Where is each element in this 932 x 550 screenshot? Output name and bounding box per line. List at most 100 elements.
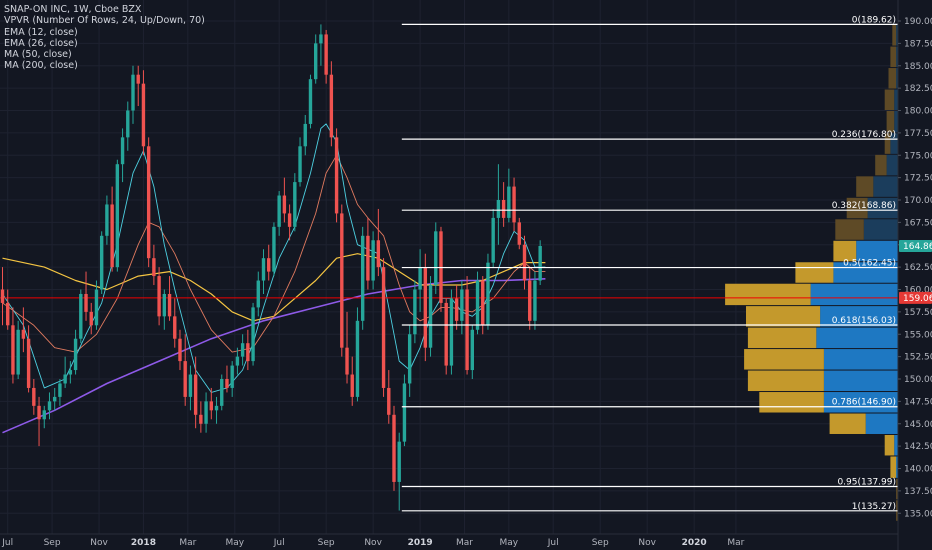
candle-body[interactable] bbox=[235, 356, 240, 366]
candle-body[interactable] bbox=[470, 329, 474, 371]
candle-body[interactable] bbox=[214, 405, 219, 411]
candle-body[interactable] bbox=[240, 343, 245, 357]
candle-body[interactable] bbox=[115, 164, 120, 268]
candle-body[interactable] bbox=[345, 347, 349, 375]
candle-body[interactable] bbox=[131, 74, 135, 111]
candle-body[interactable] bbox=[84, 293, 88, 312]
candle-body[interactable] bbox=[120, 137, 125, 165]
candle-body[interactable] bbox=[199, 414, 203, 424]
candle-body[interactable] bbox=[73, 338, 78, 371]
candle-body[interactable] bbox=[126, 110, 130, 138]
candle-body[interactable] bbox=[418, 267, 422, 290]
candle-body[interactable] bbox=[272, 226, 276, 272]
candle-body[interactable] bbox=[282, 195, 287, 214]
candle-body[interactable] bbox=[6, 302, 10, 326]
candle-body[interactable] bbox=[522, 244, 527, 281]
candle-body[interactable] bbox=[392, 414, 396, 482]
candle-body[interactable] bbox=[303, 123, 307, 147]
candle-body[interactable] bbox=[360, 235, 365, 321]
legend-ma50[interactable]: MA (50, close) bbox=[4, 49, 72, 61]
candle-body[interactable] bbox=[340, 213, 344, 348]
candle-body[interactable] bbox=[21, 329, 26, 339]
candle-body[interactable] bbox=[89, 311, 93, 326]
candle-body[interactable] bbox=[136, 74, 140, 84]
candle-body[interactable] bbox=[99, 235, 104, 290]
candle-body[interactable] bbox=[496, 200, 501, 218]
candle-body[interactable] bbox=[94, 289, 99, 326]
candle-body[interactable] bbox=[371, 240, 375, 281]
candle-body[interactable] bbox=[481, 280, 485, 326]
candle-body[interactable] bbox=[178, 338, 182, 362]
candle-body[interactable] bbox=[465, 289, 469, 371]
candle-body[interactable] bbox=[319, 34, 323, 44]
candle-body[interactable] bbox=[267, 258, 271, 272]
candle-body[interactable] bbox=[173, 316, 177, 339]
candle-body[interactable] bbox=[449, 298, 454, 366]
candle-body[interactable] bbox=[512, 186, 516, 223]
candle-body[interactable] bbox=[16, 329, 20, 375]
candle-body[interactable] bbox=[298, 146, 302, 183]
candle-body[interactable] bbox=[47, 401, 52, 411]
candle-body[interactable] bbox=[507, 186, 511, 218]
candle-body[interactable] bbox=[162, 293, 167, 317]
candle-body[interactable] bbox=[381, 267, 386, 388]
candle-body[interactable] bbox=[533, 280, 537, 321]
candle-body[interactable] bbox=[183, 361, 187, 397]
candle-body[interactable] bbox=[152, 258, 156, 277]
candle-body[interactable] bbox=[397, 441, 401, 482]
candle-body[interactable] bbox=[188, 374, 193, 397]
candle-body[interactable] bbox=[434, 231, 438, 286]
candle-body[interactable] bbox=[314, 43, 318, 80]
candle-body[interactable] bbox=[350, 374, 354, 397]
candle-body[interactable] bbox=[110, 204, 114, 268]
candle-body[interactable] bbox=[146, 146, 151, 259]
candle-body[interactable] bbox=[355, 320, 360, 397]
candle-body[interactable] bbox=[428, 285, 433, 348]
candle-body[interactable] bbox=[204, 401, 208, 424]
candle-body[interactable] bbox=[475, 280, 480, 330]
candle-body[interactable] bbox=[538, 246, 542, 281]
candle-body[interactable] bbox=[251, 307, 255, 362]
candle-body[interactable] bbox=[157, 276, 161, 317]
candle-body[interactable] bbox=[26, 338, 31, 388]
legend-ema26[interactable]: EMA (26, close) bbox=[4, 37, 78, 49]
candle-body[interactable] bbox=[167, 293, 172, 317]
candle-body[interactable] bbox=[293, 182, 297, 227]
legend-symbol[interactable]: SNAP-ON INC, 1W, Cboe BZX bbox=[4, 4, 142, 15]
candle-body[interactable] bbox=[366, 235, 370, 281]
legend-ma200[interactable]: MA (200, close) bbox=[4, 60, 78, 72]
candle-body[interactable] bbox=[444, 302, 448, 366]
candle-body[interactable] bbox=[387, 387, 391, 415]
candle-body[interactable] bbox=[193, 374, 198, 415]
candle-body[interactable] bbox=[209, 401, 213, 411]
candle-body[interactable] bbox=[37, 405, 41, 420]
candle-body[interactable] bbox=[460, 289, 464, 321]
candle-body[interactable] bbox=[53, 396, 57, 402]
candle-body[interactable] bbox=[491, 217, 495, 263]
candle-body[interactable] bbox=[11, 325, 15, 375]
candle-body[interactable] bbox=[0, 289, 5, 303]
candle-body[interactable] bbox=[32, 387, 36, 406]
candle-body[interactable] bbox=[423, 267, 428, 348]
candle-body[interactable] bbox=[287, 213, 292, 227]
candle-body[interactable] bbox=[501, 200, 506, 218]
candle-body[interactable] bbox=[220, 379, 224, 406]
candle-body[interactable] bbox=[225, 379, 229, 388]
candle-body[interactable] bbox=[68, 370, 73, 375]
candle-body[interactable] bbox=[246, 343, 250, 362]
candle-body[interactable] bbox=[376, 240, 381, 268]
candle-body[interactable] bbox=[141, 83, 146, 147]
candle-body[interactable] bbox=[63, 374, 67, 384]
candle-body[interactable] bbox=[413, 289, 417, 335]
candle-body[interactable] bbox=[329, 74, 334, 138]
candle-body[interactable] bbox=[79, 293, 83, 339]
candle-body[interactable] bbox=[486, 262, 490, 326]
candle-body[interactable] bbox=[308, 79, 313, 124]
candle-body[interactable] bbox=[42, 410, 46, 420]
legend-vpvr[interactable]: VPVR (Number Of Rows, 24, Up/Down, 70) bbox=[4, 15, 205, 27]
candle-body[interactable] bbox=[324, 34, 328, 75]
candle-body[interactable] bbox=[277, 195, 281, 227]
candle-body[interactable] bbox=[407, 334, 412, 384]
